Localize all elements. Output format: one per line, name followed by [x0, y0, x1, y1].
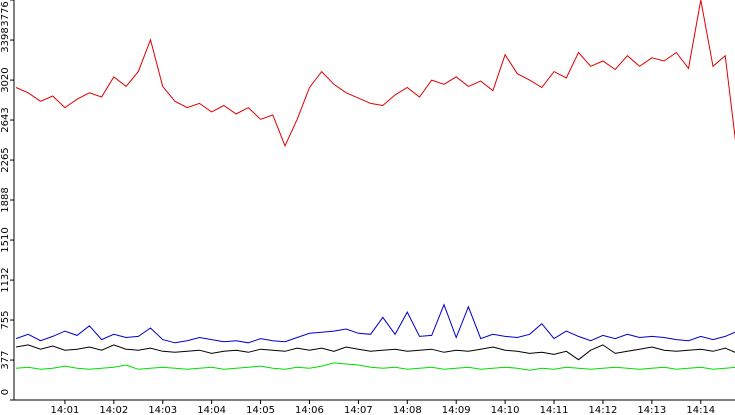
y-tick-label: 1510 — [0, 227, 11, 252]
y-tick-label: 1888 — [0, 187, 11, 212]
x-tick-label: 14:12 — [589, 405, 618, 415]
series-line — [15, 362, 735, 371]
y-tick-label: 377 — [0, 351, 11, 370]
y-tick-label: 2265 — [0, 147, 11, 172]
y-tick-label: 3776 — [0, 1, 11, 26]
x-tick-label: 14:10 — [491, 405, 520, 415]
x-tick-label: 14:06 — [295, 405, 324, 415]
y-tick-label: 3020 — [0, 67, 11, 92]
series-line — [15, 344, 735, 361]
x-tick-label: 14:11 — [540, 405, 569, 415]
x-tick-label: 14:09 — [442, 405, 471, 415]
x-tick-label: 14:08 — [393, 405, 422, 415]
x-tick-label: 14:05 — [246, 405, 275, 415]
y-tick-label: 1132 — [0, 267, 11, 292]
y-tick-label: 3398 — [0, 27, 11, 52]
series-line — [15, 0, 735, 148]
x-tick-label: 14:04 — [197, 405, 226, 415]
x-tick-label: 14:02 — [99, 405, 128, 415]
x-tick-label: 14:01 — [50, 405, 79, 415]
x-tick-label: 14:13 — [637, 405, 666, 415]
y-tick-label: 0 — [0, 389, 11, 395]
x-tick-label: 14:07 — [344, 405, 373, 415]
x-tick-label: 14:14 — [686, 405, 715, 415]
series-line — [15, 303, 735, 344]
y-tick-label: 755 — [0, 310, 11, 329]
y-tick-label: 2643 — [0, 107, 11, 132]
x-tick-label: 14:03 — [148, 405, 177, 415]
